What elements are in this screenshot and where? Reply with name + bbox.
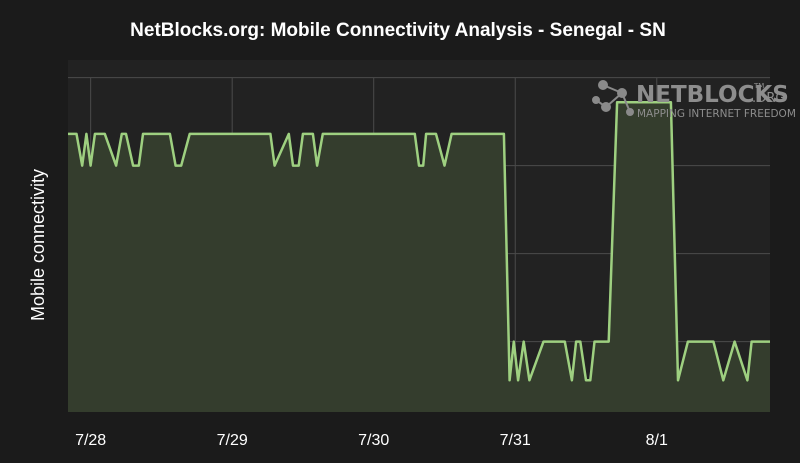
brand-tagline: MAPPING INTERNET FREEDOM: [637, 108, 796, 120]
x-tick-label-1: 7/29: [217, 432, 248, 449]
netblocks-logo: NETBLOCKS TM .ORG MAPPING INTERNET FREED…: [592, 80, 796, 120]
series-line-0: [68, 100, 770, 382]
chart-title: NetBlocks.org: Mobile Connectivity Analy…: [130, 20, 666, 41]
series-area-0: [68, 102, 770, 412]
x-tick-label-2: 7/30: [358, 432, 389, 449]
x-tick-label-3: 7/31: [500, 432, 531, 449]
brand-name: NETBLOCKS: [636, 82, 789, 108]
x-axis-ticks: 7/28 7/29 7/30 7/31 8/1: [75, 432, 668, 449]
x-tick-label-4: 8/1: [646, 432, 668, 449]
network-nodes-icon: [592, 80, 634, 116]
y-axis-label: Mobile connectivity: [28, 169, 48, 321]
series-layer: [68, 100, 770, 412]
brand-suffix: .ORG: [752, 91, 785, 106]
x-tick-label-0: 7/28: [75, 432, 106, 449]
brand-trademark: TM: [753, 82, 764, 90]
